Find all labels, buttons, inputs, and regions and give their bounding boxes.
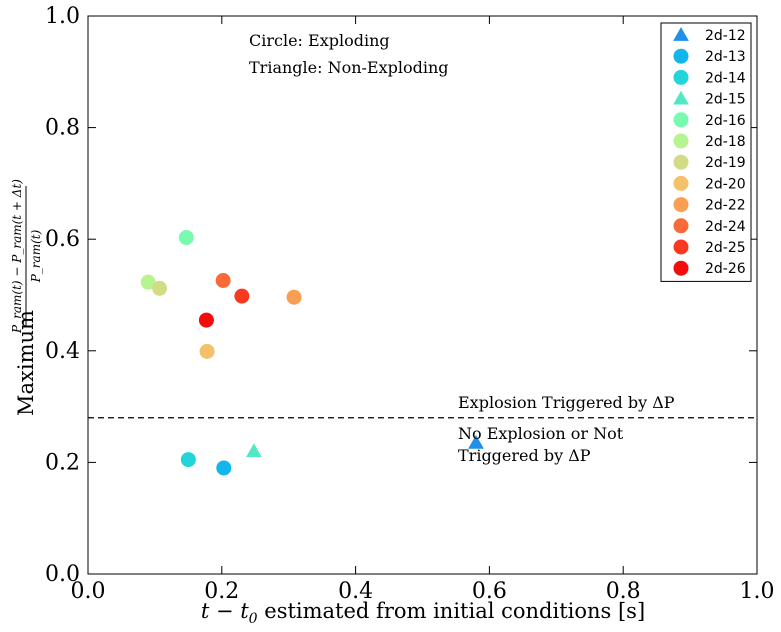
legend-marker-2d-20	[673, 175, 689, 191]
point-2d-20	[199, 343, 215, 359]
y-tick-label: 0.0	[45, 562, 80, 587]
x-axis-ticks: 0.0 0.2 0.4 0.6 0.8 1.0	[71, 16, 775, 604]
legend-marker-2d-14	[673, 69, 689, 85]
plot-frame	[87, 15, 758, 575]
legend-label-2d-20: 2d-20	[705, 176, 746, 192]
point-2d-25	[234, 288, 250, 304]
legend-marker-2d-18	[673, 133, 689, 149]
y-axis-title: Maximum P_ram(t) − P_ram(t + Δt) P_ram(t…	[10, 179, 43, 416]
x-axis-title: t − t0 estimated from initial conditions…	[201, 599, 645, 627]
y-tick-label: 0.2	[45, 450, 80, 475]
legend-marker-2d-19	[673, 154, 689, 170]
legend-marker-2d-25	[673, 239, 689, 255]
x-tick-label: 1.0	[740, 579, 775, 604]
legend-marker-2d-15	[673, 90, 689, 105]
y-axis-title-numerator: P_ram(t) − P_ram(t + Δt)	[10, 179, 24, 334]
legend-label-2d-24: 2d-24	[705, 219, 746, 235]
legend-label-2d-12: 2d-12	[705, 28, 746, 44]
legend-label-2d-22: 2d-22	[705, 198, 746, 214]
legend-label-2d-16: 2d-16	[705, 113, 746, 129]
marker-key-triangle-text: Triangle: Non-Exploding	[249, 58, 449, 77]
point-2d-24	[215, 272, 231, 288]
legend-label-2d-15: 2d-15	[705, 92, 746, 108]
point-2d-18	[140, 274, 156, 290]
point-2d-15	[246, 443, 262, 458]
y-tick-label: 0.4	[45, 339, 80, 364]
threshold-above-label: Explosion Triggered by ΔP	[458, 393, 675, 412]
threshold-below-label-line1: No Explosion or Not	[458, 424, 624, 443]
legend-label-2d-13: 2d-13	[705, 49, 746, 65]
legend-marker-2d-26	[673, 260, 689, 276]
y-axis-title-prefix: Maximum	[14, 310, 38, 416]
x-tick-label: 0.4	[338, 579, 373, 604]
point-2d-13	[216, 460, 232, 476]
legend-marker-2d-24	[673, 218, 689, 234]
legend-marker-2d-16	[673, 112, 689, 128]
legend: 2d-12 2d-13 2d-14 2d-15 2d-16 2d-18 2d-19 2d-20…	[660, 22, 752, 282]
y-tick-label: 0.6	[45, 227, 80, 252]
y-tick-label: 0.8	[45, 116, 80, 141]
x-tick-label: 0.0	[71, 579, 106, 604]
legend-label-2d-19: 2d-19	[705, 155, 746, 171]
legend-marker-2d-13	[673, 48, 689, 64]
y-axis-title-denominator: P_ram(t)	[29, 229, 43, 283]
point-2d-12	[468, 434, 484, 449]
x-tick-label: 0.8	[606, 579, 641, 604]
legend-label-2d-25: 2d-25	[705, 240, 746, 256]
legend-label-2d-26: 2d-26	[705, 261, 746, 277]
y-tick-label: 1.0	[45, 4, 80, 29]
point-2d-22	[286, 289, 302, 305]
y-axis-ticks: 0.0 0.2 0.4 0.6 0.8 1.0	[45, 4, 757, 587]
point-2d-26	[198, 312, 214, 328]
legend-marker-2d-22	[673, 197, 689, 213]
point-2d-16	[178, 230, 194, 246]
legend-label-2d-14: 2d-14	[705, 70, 746, 86]
x-tick-label: 0.2	[204, 579, 239, 604]
point-2d-19	[152, 280, 168, 296]
legend-marker-2d-12	[673, 27, 689, 41]
legend-label-2d-18: 2d-18	[705, 134, 746, 150]
marker-key-circle-text: Circle: Exploding	[249, 31, 390, 50]
legend-box	[660, 22, 752, 282]
x-tick-label: 0.6	[472, 579, 507, 604]
plot-area	[87, 15, 758, 575]
threshold-below-label-line2: Triggered by ΔP	[458, 446, 591, 465]
point-2d-14	[180, 452, 196, 468]
